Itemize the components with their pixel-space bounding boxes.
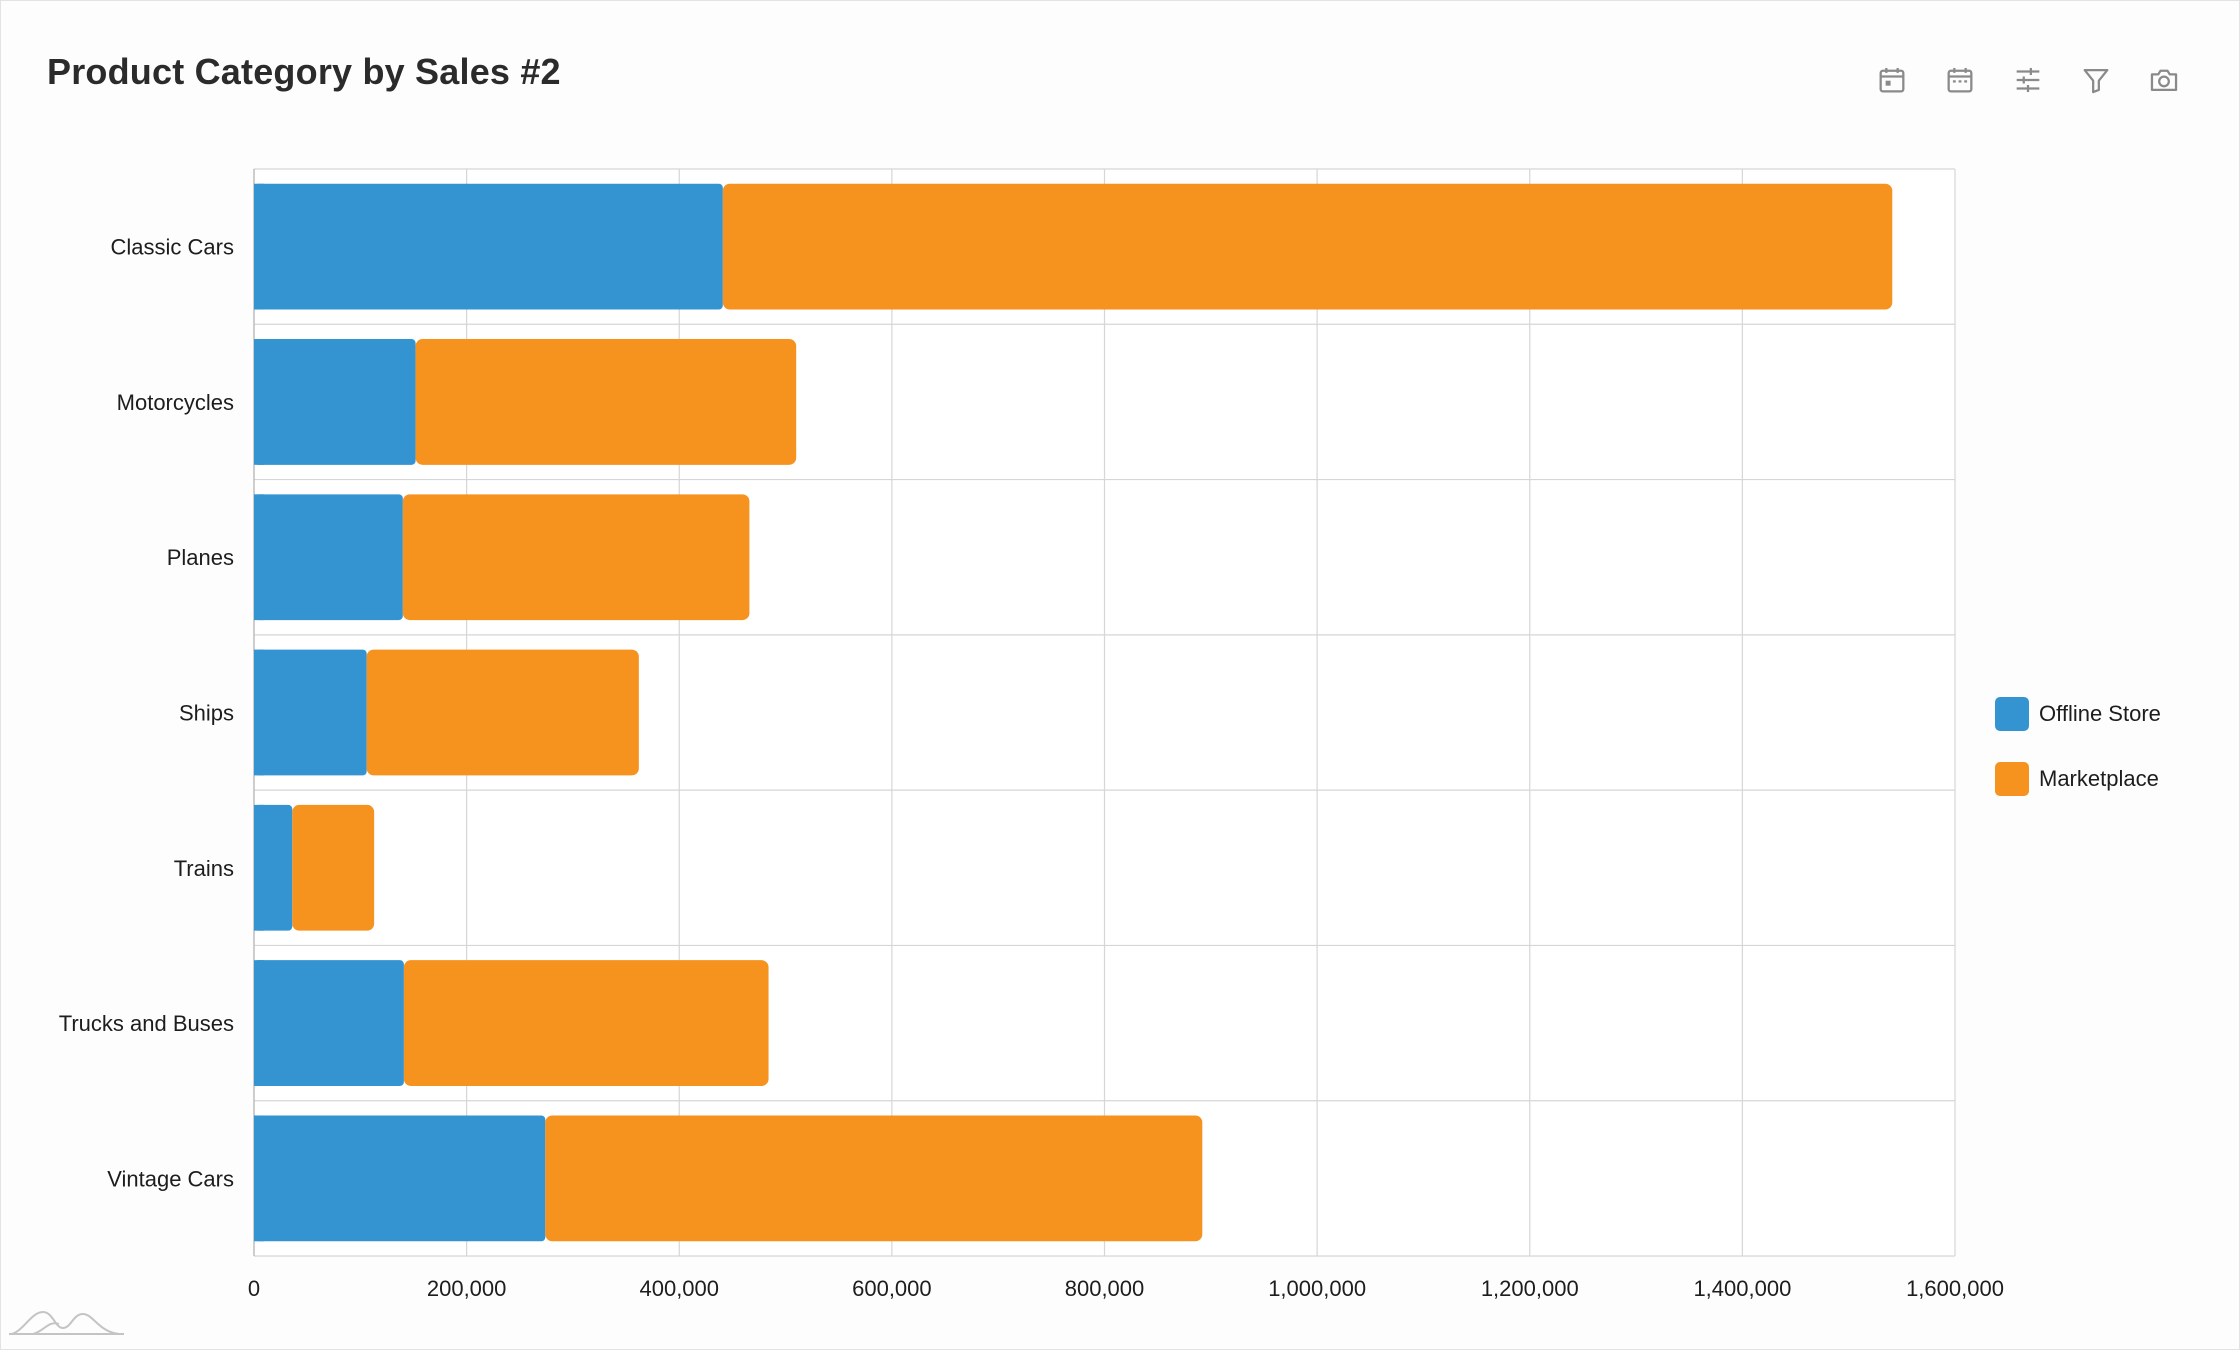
sliders-icon[interactable]: [2011, 63, 2045, 97]
legend-item-offline-store[interactable]: Offline Store: [1995, 697, 2161, 731]
category-label: Classic Cars: [111, 235, 234, 260]
x-tick-label: 1,200,000: [1481, 1276, 1579, 1301]
bar-offline-store-edge: [254, 804, 264, 931]
bar-offline-store-edge: [254, 1115, 264, 1242]
bar-offline-store: [254, 1115, 546, 1242]
bar-marketplace: [415, 339, 797, 465]
bar-marketplace: [292, 804, 375, 931]
bar-marketplace: [366, 649, 639, 776]
category-label: Trucks and Buses: [59, 1011, 234, 1036]
calendar-icon[interactable]: [1943, 63, 1977, 97]
x-tick-label: 0: [248, 1276, 260, 1301]
filter-icon[interactable]: [2079, 63, 2113, 97]
brand-logo-icon: [9, 1306, 124, 1341]
bar-offline-store: [254, 183, 723, 310]
bar-offline-store-edge: [254, 960, 264, 1086]
category-label: Motorcycles: [117, 390, 234, 415]
bar-offline-store-edge: [254, 183, 264, 310]
x-tick-label: 400,000: [639, 1276, 719, 1301]
bar-offline-store-edge: [254, 649, 264, 776]
bar-marketplace: [402, 494, 750, 621]
chart-toolbar: [1875, 63, 2181, 97]
x-tick-label: 600,000: [852, 1276, 932, 1301]
chart-title: Product Category by Sales #2: [47, 51, 561, 92]
legend-item-marketplace[interactable]: Marketplace: [1995, 762, 2161, 796]
camera-icon[interactable]: [2147, 63, 2181, 97]
category-label: Planes: [167, 545, 234, 570]
legend-swatch-marketplace: [1995, 762, 2029, 796]
x-tick-label: 200,000: [427, 1276, 507, 1301]
bar-offline-store: [254, 960, 404, 1086]
chart-legend: Offline Store Marketplace: [1995, 697, 2161, 827]
bar-marketplace: [722, 183, 1893, 310]
x-tick-label: 1,400,000: [1693, 1276, 1791, 1301]
bar-offline-store-edge: [254, 494, 264, 621]
x-tick-label: 800,000: [1065, 1276, 1145, 1301]
calendar-day-icon[interactable]: [1875, 63, 1909, 97]
bar-offline-store: [254, 339, 416, 465]
legend-swatch-offline-store: [1995, 697, 2029, 731]
category-label: Trains: [174, 856, 234, 881]
legend-label-offline-store: Offline Store: [2039, 701, 2161, 726]
bar-offline-store-edge: [254, 339, 264, 465]
category-label: Vintage Cars: [107, 1166, 234, 1191]
bar-marketplace: [545, 1115, 1203, 1242]
bar-offline-store: [254, 649, 367, 776]
x-tick-label: 1,600,000: [1906, 1276, 2004, 1301]
bar-offline-store: [254, 494, 403, 621]
category-label: Ships: [179, 701, 234, 726]
x-tick-label: 1,000,000: [1268, 1276, 1366, 1301]
legend-label-marketplace: Marketplace: [2039, 766, 2159, 791]
bar-marketplace: [403, 960, 769, 1086]
